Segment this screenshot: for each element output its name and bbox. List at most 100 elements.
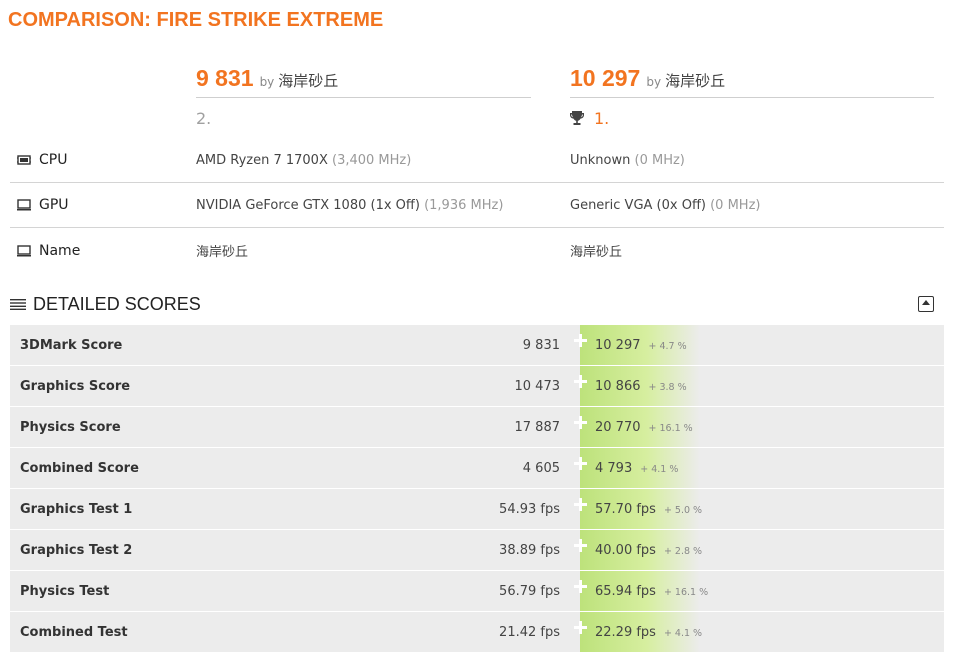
section-title: DETAILED SCORES: [33, 293, 201, 314]
result-score[interactable]: 10 297: [570, 65, 641, 91]
score-value-b: 10 297 + 4.7 %: [595, 338, 687, 353]
score-value-a: 17 887: [514, 419, 561, 435]
score-value-b: 4 793 + 4.1 %: [595, 461, 678, 476]
result-user[interactable]: 海岸砂丘: [278, 71, 339, 90]
result-rank: 1.: [594, 108, 610, 128]
table-row: Combined Test 21.42 fps 22.29 fps + 4.1 %: [10, 612, 944, 653]
score-diff: + 4.7 %: [648, 340, 687, 352]
score-b-text: 4 793: [595, 460, 633, 476]
score-label: 3DMark Score: [20, 337, 123, 353]
result-header-a: 9 831 by 海岸砂丘 2.: [196, 60, 531, 138]
name-value-a: 海岸砂丘: [196, 245, 249, 260]
score-label: Physics Score: [20, 419, 121, 435]
detailed-scores-header: DETAILED SCORES: [10, 290, 944, 318]
score-b-text: 65.94 fps: [595, 583, 656, 599]
cpu-icon: [17, 155, 31, 165]
score-label: Graphics Test 1: [20, 501, 133, 517]
plus-icon: [574, 375, 587, 388]
gpu-value-a: NVIDIA GeForce GTX 1080 (1x Off) (1,936 …: [196, 198, 503, 213]
better-score-bar: [580, 448, 700, 488]
score-label: Graphics Test 2: [20, 542, 133, 558]
plus-icon: [574, 416, 587, 429]
info-row-cpu: CPU AMD Ryzen 7 1700X (3,400 MHz) Unknow…: [10, 138, 944, 183]
score-value-b: 22.29 fps + 4.1 %: [595, 625, 702, 640]
score-value-b: 65.94 fps + 16.1 %: [595, 584, 708, 599]
score-diff: + 5.0 %: [663, 504, 703, 516]
plus-icon: [574, 580, 587, 593]
better-score-bar: [580, 612, 700, 652]
gpu-value-b: Generic VGA (0x Off) (0 MHz): [570, 198, 760, 213]
page-title: COMPARISON: FIRE STRIKE EXTREME: [8, 9, 384, 31]
gpu-clock-b: (0 MHz): [710, 197, 761, 213]
info-row-name: Name 海岸砂丘 海岸砂丘: [10, 228, 944, 273]
list-icon: [10, 299, 26, 310]
score-b-text: 10 866: [595, 378, 641, 394]
score-value-a: 38.89 fps: [499, 542, 560, 558]
info-label-name: Name: [39, 242, 81, 259]
score-label: Combined Test: [20, 624, 128, 640]
score-diff: + 16.1 %: [648, 422, 693, 434]
score-label: Physics Test: [20, 583, 110, 599]
laptop-icon: [17, 244, 31, 256]
table-row: Graphics Test 2 38.89 fps 40.00 fps + 2.8…: [10, 530, 944, 571]
score-b-text: 20 770: [595, 419, 641, 435]
score-value-b: 20 770 + 16.1 %: [595, 420, 693, 435]
score-label: Combined Score: [20, 460, 139, 476]
plus-icon: [574, 334, 587, 347]
result-header-b: 10 297 by 海岸砂丘 1.: [570, 60, 934, 138]
score-b-text: 57.70 fps: [595, 501, 656, 517]
score-diff: + 3.8 %: [648, 381, 687, 393]
score-value-a: 21.42 fps: [499, 624, 560, 640]
plus-icon: [574, 457, 587, 470]
by-text: by: [259, 74, 275, 89]
table-row: Graphics Score 10 473 10 866 + 3.8 %: [10, 366, 944, 407]
info-label-cpu: CPU: [39, 152, 68, 168]
result-user[interactable]: 海岸砂丘: [665, 71, 726, 90]
score-b-text: 40.00 fps: [595, 542, 656, 558]
table-row: Combined Score 4 605 4 793 + 4.1 %: [10, 448, 944, 489]
table-row: Physics Test 56.79 fps 65.94 fps + 16.1 %: [10, 571, 944, 612]
gpu-clock-a: (1,936 MHz): [424, 197, 504, 213]
better-score-bar: [580, 325, 700, 365]
better-score-bar: [580, 489, 700, 529]
by-text: by: [646, 74, 662, 89]
score-value-b: 57.70 fps + 5.0 %: [595, 502, 702, 517]
score-b-text: 10 297: [595, 337, 641, 353]
table-row: Graphics Test 1 54.93 fps 57.70 fps + 5.0…: [10, 489, 944, 530]
better-score-bar: [580, 366, 700, 406]
result-rank: 2.: [196, 108, 212, 128]
plus-icon: [574, 498, 587, 511]
cpu-clock-a: (3,400 MHz): [332, 152, 412, 168]
score-label: Graphics Score: [20, 378, 131, 394]
score-value-a: 4 605: [522, 460, 560, 476]
better-score-bar: [580, 530, 700, 570]
score-value-a: 10 473: [514, 378, 561, 394]
cpu-name-a: AMD Ryzen 7 1700X: [196, 152, 328, 168]
cpu-name-b: Unknown: [570, 152, 631, 168]
info-row-gpu: GPU NVIDIA GeForce GTX 1080 (1x Off) (1,…: [10, 183, 944, 228]
cpu-value-b: Unknown (0 MHz): [570, 153, 685, 168]
table-row: Physics Score 17 887 20 770 + 16.1 %: [10, 407, 944, 448]
better-score-bar: [580, 407, 700, 447]
score-b-text: 22.29 fps: [595, 624, 656, 640]
trophy-icon: [570, 110, 584, 126]
result-score[interactable]: 9 831: [196, 65, 254, 91]
cpu-clock-b: (0 MHz): [634, 152, 685, 168]
score-value-b: 40.00 fps + 2.8 %: [595, 543, 702, 558]
score-value-a: 9 831: [522, 337, 560, 353]
score-diff: + 16.1 %: [663, 586, 709, 598]
score-diff: + 4.1 %: [640, 463, 679, 475]
cpu-value-a: AMD Ryzen 7 1700X (3,400 MHz): [196, 153, 411, 168]
score-value-a: 56.79 fps: [499, 583, 560, 599]
collapse-button[interactable]: [918, 296, 934, 312]
name-value-b: 海岸砂丘: [570, 245, 623, 260]
better-score-bar: [580, 571, 700, 611]
table-row: 3DMark Score 9 831 10 297 + 4.7 %: [10, 325, 944, 366]
info-label-gpu: GPU: [39, 197, 69, 213]
scores-table: 3DMark Score 9 831 10 297 + 4.7 % Graphic…: [10, 325, 944, 653]
score-value-b: 10 866 + 3.8 %: [595, 379, 687, 394]
score-diff: + 2.8 %: [663, 545, 703, 557]
gpu-name-b: Generic VGA (0x Off): [570, 197, 706, 213]
plus-icon: [574, 621, 587, 634]
monitor-icon: [17, 199, 31, 211]
